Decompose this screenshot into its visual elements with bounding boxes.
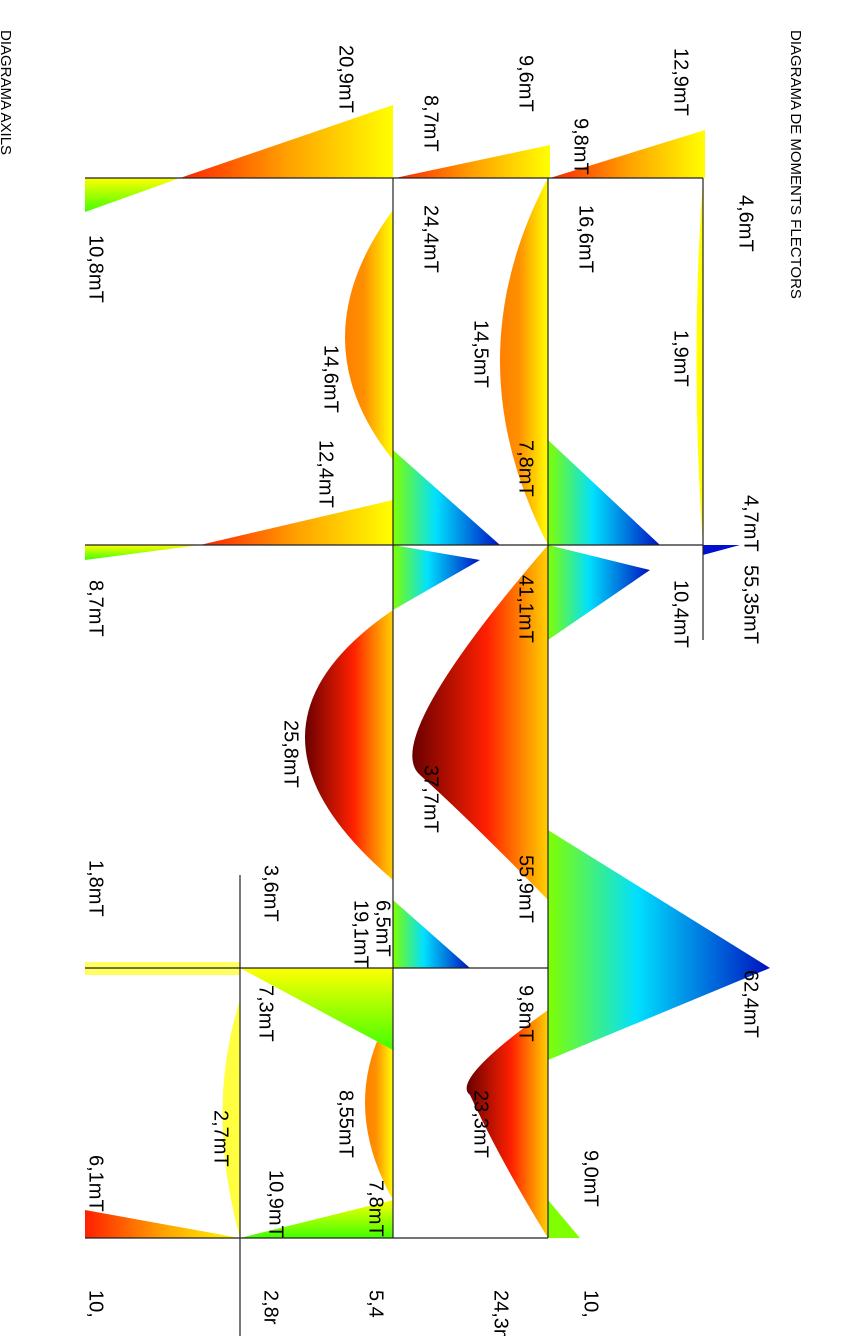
moment-area (548, 545, 650, 640)
moment-label: 9,8mT (570, 118, 592, 175)
moment-label: 1,8mT (85, 860, 107, 917)
moment-label: 9,0mT (580, 1150, 602, 1207)
moment-label: 4,6mT (735, 195, 757, 252)
moment-label: 55,35mT (740, 565, 762, 644)
moment-area (200, 500, 393, 545)
moment-area (345, 210, 393, 460)
moment-label: 12,4mT (315, 440, 337, 508)
moment-area (393, 900, 470, 968)
moment-label: 3,6mT (260, 865, 282, 922)
moment-label: 10,4mT (670, 580, 692, 648)
moment-label: 8,7mT (85, 580, 107, 637)
moment-label: 62,4mT (740, 970, 762, 1038)
labels: 12,9mT 9,8mT 9,6mT 8,7mT 20,9mT 4,6mT 16,6mT 24… (85, 45, 762, 1336)
moment-label: 2,8r (260, 1290, 282, 1325)
frame (85, 178, 703, 1336)
moment-area (85, 1210, 240, 1238)
moment-label: 41,1mT (515, 575, 537, 643)
moment-area (395, 145, 550, 178)
moment-label: 8,55mT (335, 1090, 357, 1158)
moment-label: 12,9mT (670, 48, 692, 116)
moment-label: 7,8mT (515, 440, 537, 497)
moment-label: 8,7mT (420, 95, 442, 152)
moment-area (85, 545, 200, 560)
moment-label: 19,1mT (350, 900, 372, 968)
moment-area (548, 440, 660, 545)
diagram: DIAGRAMA DE MOMENTS FLECTORS DIAGRAMA AX… (0, 0, 854, 1336)
moment-label: 7,8mT (365, 1180, 387, 1237)
moment-label: 24,4mT (420, 205, 442, 273)
moment-label: 5,4 (365, 1290, 387, 1318)
moment-area (393, 450, 500, 545)
moment-area (180, 105, 393, 178)
moment-area (85, 178, 180, 212)
moment-label: 2,7mT (210, 1110, 232, 1167)
moment-label: 55,9mT (515, 855, 537, 923)
moment-label: 9,6mT (515, 55, 537, 112)
moment-label: 16,6mT (575, 205, 597, 273)
moment-label: 4,7mT (740, 495, 762, 552)
footer: DIAGRAMA AXILS (0, 30, 14, 155)
moment-area (548, 830, 770, 1060)
moment-label: 23,3mT (470, 1090, 492, 1158)
title: DIAGRAMA DE MOMENTS FLECTORS (787, 30, 804, 299)
moment-label: 6,1mT (85, 1155, 107, 1212)
moment-label: 10, (85, 1290, 107, 1318)
moment-area (305, 610, 393, 880)
moment-label: 10,8mT (85, 235, 107, 303)
moment-label: 6,5mT (372, 900, 394, 957)
moment-label: 20,9mT (335, 45, 357, 113)
moment-shapes (85, 105, 770, 1238)
moment-label: 24,3m (490, 1290, 512, 1336)
moment-label: 10,9mT (265, 1170, 287, 1238)
moment-label: 25,8mT (280, 720, 302, 788)
moment-label: 1,9mT (670, 330, 692, 387)
moment-label: 37,7mT (420, 765, 442, 833)
moment-label: 14,5mT (470, 320, 492, 388)
moment-area (548, 1200, 580, 1238)
moment-label: 7,3mT (255, 985, 277, 1042)
moment-area (393, 545, 480, 610)
moment-area (697, 178, 704, 545)
moment-area (703, 545, 740, 555)
moment-label: 10, (580, 1290, 602, 1318)
moment-label: 14,6mT (320, 345, 342, 413)
moment-label: 9,8mT (515, 985, 537, 1042)
